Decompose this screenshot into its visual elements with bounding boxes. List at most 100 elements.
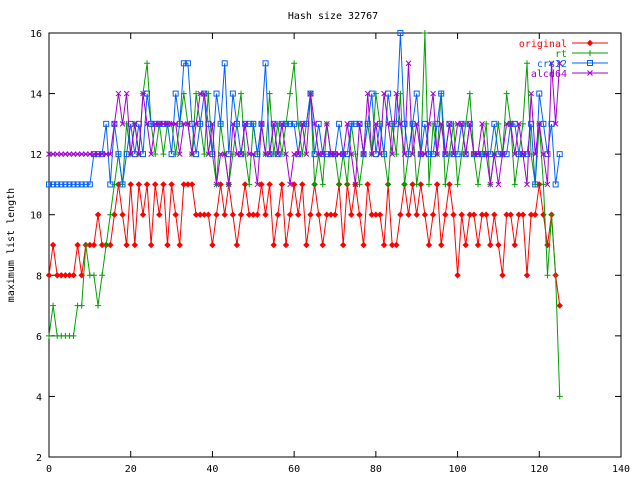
- data-point: [425, 181, 432, 188]
- data-point: [397, 211, 404, 218]
- data-point: [95, 151, 101, 157]
- data-point: [388, 241, 396, 249]
- data-point: [478, 211, 486, 218]
- data-point: [184, 181, 192, 188]
- data-point: [377, 151, 383, 157]
- data-point: [299, 181, 306, 188]
- data-point: [270, 121, 277, 127]
- data-point: [62, 181, 69, 188]
- data-point: [540, 181, 547, 188]
- y-tick-label: 12: [30, 150, 42, 161]
- data-point: [372, 151, 379, 158]
- data-point: [319, 151, 326, 157]
- x-tick-label: 20: [125, 464, 137, 475]
- data-point: [62, 272, 69, 279]
- data-point: [524, 181, 530, 188]
- data-point: [376, 211, 384, 218]
- data-point: [242, 121, 248, 127]
- data-point: [205, 211, 212, 218]
- data-point: [311, 151, 318, 158]
- data-point: [111, 121, 118, 127]
- data-point: [483, 120, 490, 127]
- y-tick-label: 16: [30, 29, 42, 40]
- data-point: [62, 151, 69, 157]
- data-point: [164, 241, 171, 249]
- data-point: [278, 181, 286, 188]
- data-point: [234, 151, 240, 157]
- data-point: [385, 121, 391, 127]
- data-point: [483, 151, 490, 157]
- data-point: [221, 211, 228, 218]
- data-point: [86, 181, 93, 188]
- data-point: [66, 272, 73, 279]
- data-point: [180, 60, 187, 67]
- legend-label-crc32: crc32: [537, 59, 567, 70]
- data-point: [339, 241, 347, 249]
- series-layer: [45, 30, 563, 400]
- data-point: [360, 151, 367, 157]
- data-point: [131, 121, 138, 127]
- data-point: [454, 272, 461, 279]
- data-point: [172, 121, 179, 127]
- data-point: [393, 90, 400, 97]
- data-point: [197, 90, 204, 97]
- data-point: [98, 241, 106, 249]
- data-point: [262, 60, 269, 67]
- data-point: [462, 151, 469, 157]
- data-point: [225, 181, 232, 188]
- data-point: [123, 151, 130, 158]
- data-point: [430, 90, 436, 97]
- data-point: [250, 211, 257, 218]
- x-tick-label: 120: [530, 464, 548, 475]
- data-point: [156, 211, 163, 218]
- data-point: [299, 121, 306, 127]
- data-point: [344, 121, 351, 127]
- data-point: [519, 120, 526, 127]
- data-point: [90, 272, 97, 279]
- data-point: [90, 241, 98, 249]
- data-point: [507, 121, 514, 127]
- series-original: [45, 181, 563, 309]
- data-point: [532, 181, 539, 188]
- data-point: [50, 181, 57, 188]
- data-point: [405, 151, 412, 158]
- data-point: [287, 181, 293, 188]
- data-point: [319, 241, 326, 249]
- data-point: [209, 241, 216, 249]
- data-point: [552, 272, 559, 279]
- data-point: [332, 151, 338, 157]
- data-point: [295, 151, 302, 157]
- data-point: [209, 121, 216, 127]
- data-point: [229, 211, 237, 218]
- data-point: [139, 151, 146, 158]
- legend-marker: [587, 50, 593, 56]
- data-point: [315, 211, 322, 218]
- data-point: [233, 241, 241, 249]
- legend-marker: [587, 60, 593, 66]
- data-point: [94, 211, 102, 218]
- data-point: [491, 211, 498, 218]
- data-point: [536, 121, 543, 127]
- data-point: [368, 90, 375, 97]
- data-point: [135, 181, 143, 188]
- data-point: [287, 120, 294, 127]
- data-point: [503, 151, 510, 158]
- data-point: [454, 121, 461, 127]
- data-point: [344, 181, 351, 188]
- data-point: [393, 151, 400, 158]
- data-point: [479, 121, 485, 127]
- data-point: [127, 151, 134, 157]
- data-point: [425, 241, 433, 249]
- data-point: [245, 211, 253, 218]
- data-point: [176, 151, 183, 157]
- axes: 0 20 40 60 80 100 120 140 2 4 6 8 10 12 14 16: [30, 29, 630, 475]
- x-tick-label: 80: [370, 464, 382, 475]
- data-point: [421, 120, 428, 127]
- data-point: [401, 120, 408, 127]
- data-point: [291, 120, 298, 127]
- y-tick-label: 14: [30, 90, 42, 101]
- data-point: [291, 60, 298, 67]
- data-point: [172, 211, 179, 218]
- data-point: [438, 90, 445, 97]
- data-point: [70, 151, 77, 157]
